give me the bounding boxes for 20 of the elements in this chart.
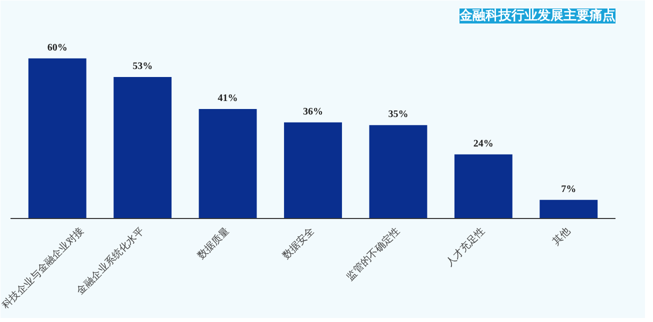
data-label: 35% bbox=[388, 109, 408, 120]
data-label: 60% bbox=[47, 42, 68, 54]
x-tick-label: 数据安全 bbox=[280, 224, 317, 262]
data-label: 36% bbox=[303, 106, 323, 118]
bar bbox=[198, 109, 257, 218]
data-label: 41% bbox=[218, 93, 238, 104]
x-tick-label: 监管的不确定性 bbox=[344, 224, 402, 283]
bar bbox=[28, 58, 86, 218]
x-tick-label: 数据质量 bbox=[194, 224, 232, 262]
bar bbox=[114, 77, 172, 218]
chart-title: 金融科技行业发展主要痛点 bbox=[458, 8, 616, 24]
x-tick-label: 其他 bbox=[550, 224, 573, 248]
data-label: 53% bbox=[132, 61, 153, 72]
x-tick-label: 人才充足性 bbox=[443, 224, 488, 269]
data-label: 24% bbox=[473, 138, 494, 150]
data-label: 7% bbox=[561, 184, 576, 195]
bar bbox=[540, 200, 598, 218]
bar bbox=[369, 125, 428, 218]
bar bbox=[454, 154, 512, 218]
bar bbox=[284, 122, 342, 218]
